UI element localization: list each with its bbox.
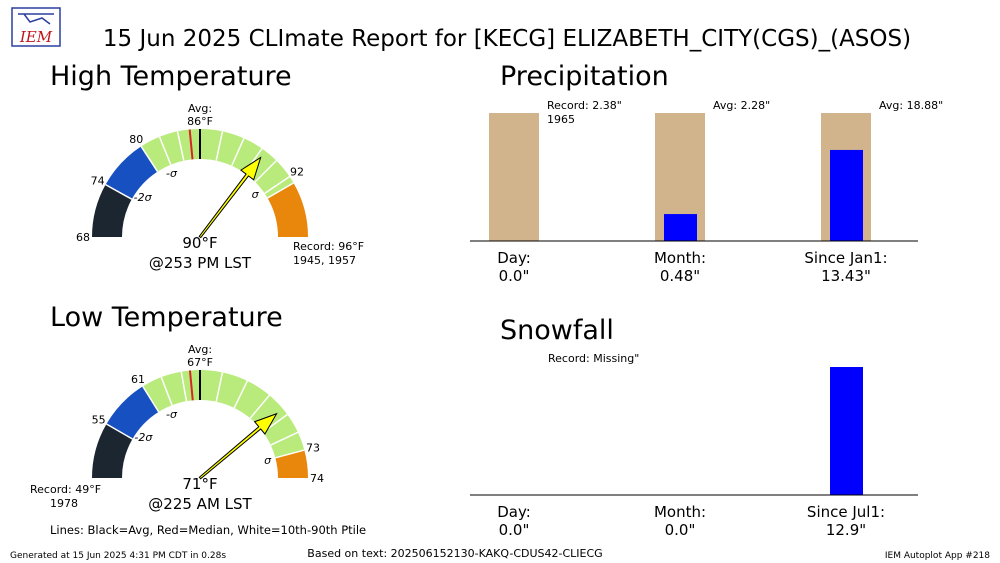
logo-text: IEM (19, 28, 53, 46)
gauge-band (92, 424, 133, 478)
value-bar (664, 214, 697, 241)
gauge-legend: Lines: Black=Avg, Red=Median, White=10th… (50, 523, 366, 537)
gauge-time: @253 PM LST (149, 254, 252, 272)
category-label: Since Jul1: (807, 503, 885, 521)
sigma-label: -2σ (134, 431, 153, 444)
percentile-line (215, 131, 224, 161)
record-years: 1978 (50, 497, 78, 510)
gauge-band (106, 386, 159, 439)
percentile-line (180, 371, 188, 402)
record-year: 1965 (547, 113, 575, 126)
panel-title: Precipitation (500, 61, 669, 92)
category-label: Day: (497, 249, 531, 267)
value-label: 12.9" (826, 521, 866, 539)
value-bar (830, 367, 863, 495)
logo-lines (18, 13, 54, 25)
gauge-band (105, 146, 158, 200)
category-label: Since Jan1: (804, 249, 887, 267)
percentile-line (264, 175, 290, 195)
record-label: Record: 96°F (293, 240, 364, 253)
sigma-label: -σ (166, 408, 178, 421)
value-label: 0.0" (499, 521, 530, 539)
logo: IEM (11, 7, 61, 47)
gauge-value: 90°F (182, 234, 217, 252)
gauge-value: 71°F (182, 475, 217, 493)
footer-center: Based on text: 202506152130-KAKQ-CDUS42-… (307, 547, 602, 560)
avg-label: Avg: (188, 343, 212, 356)
gauge-pointer (198, 412, 278, 480)
percentile-line (142, 386, 160, 413)
gauge-tick-label: 86°F (187, 115, 213, 128)
reference-bar (489, 113, 539, 241)
value-label: 13.43" (821, 267, 871, 285)
footer-left: Generated at 15 Jun 2025 4:31 PM CDT in … (10, 551, 226, 561)
gauge-tick-label: 67°F (187, 356, 213, 369)
percentile-line (160, 376, 173, 406)
percentile-line (270, 431, 299, 446)
gauge-pointer (198, 156, 262, 239)
percentile-line (106, 423, 133, 440)
gauge-title: Low Temperature (50, 302, 283, 333)
avg-label: Avg: (188, 102, 212, 115)
gauge-time: @225 AM LST (148, 495, 252, 513)
percentile-line (105, 183, 133, 200)
gauge-title: High Temperature (50, 61, 292, 92)
gauge-band (267, 183, 308, 237)
report-title: 15 Jun 2025 CLImate Report for [KECG] EL… (103, 26, 911, 52)
value-label: 0.48" (660, 267, 700, 285)
gauge-tick-label: 80 (129, 133, 143, 146)
median-line (188, 129, 194, 160)
gauge-tick-label: 92 (290, 166, 304, 179)
gauge-band (142, 370, 305, 458)
gauge-band (141, 128, 294, 198)
value-bar (830, 149, 863, 241)
record-label: Record: 49°F (30, 483, 101, 496)
panel-note: Record: Missing" (548, 352, 639, 365)
gauge-tick-label: 55 (92, 414, 106, 427)
percentile-line (254, 160, 277, 183)
reference-label: Record: 2.38" (547, 99, 622, 112)
reference-label: Avg: 18.88" (879, 99, 943, 112)
median-line (188, 370, 194, 401)
gauge-tick-label: 73 (306, 442, 320, 455)
gauge-band (275, 450, 308, 478)
sigma-label: -σ (166, 167, 178, 180)
percentile-line (231, 138, 245, 167)
category-label: Month: (654, 503, 706, 521)
percentile-line (249, 394, 270, 419)
sigma-label: -2σ (134, 191, 153, 204)
value-label: 0.0" (665, 521, 696, 539)
percentile-line (267, 182, 294, 199)
footer-right: IEM Autoplot App #218 (885, 551, 990, 561)
sigma-label: σ (264, 454, 272, 467)
record-years: 1945, 1957 (293, 254, 356, 267)
percentile-line (233, 380, 249, 409)
reference-label: Avg: 2.28" (713, 99, 770, 112)
percentile-line (275, 449, 305, 459)
value-label: 0.0" (499, 267, 530, 285)
percentile-line (215, 372, 224, 402)
gauge-tick-label: 74 (310, 472, 324, 485)
percentile-line (176, 131, 185, 161)
panel-title: Snowfall (500, 315, 614, 346)
percentile-line (158, 136, 172, 165)
percentile-line (140, 146, 159, 172)
gauge-band (92, 184, 132, 237)
category-label: Month: (654, 249, 706, 267)
sigma-label: σ (252, 188, 260, 201)
gauge-tick-label: 68 (76, 231, 90, 244)
gauge-tick-label: 74 (91, 174, 105, 187)
gauge-tick-label: 61 (131, 373, 145, 386)
category-label: Day: (497, 503, 531, 521)
